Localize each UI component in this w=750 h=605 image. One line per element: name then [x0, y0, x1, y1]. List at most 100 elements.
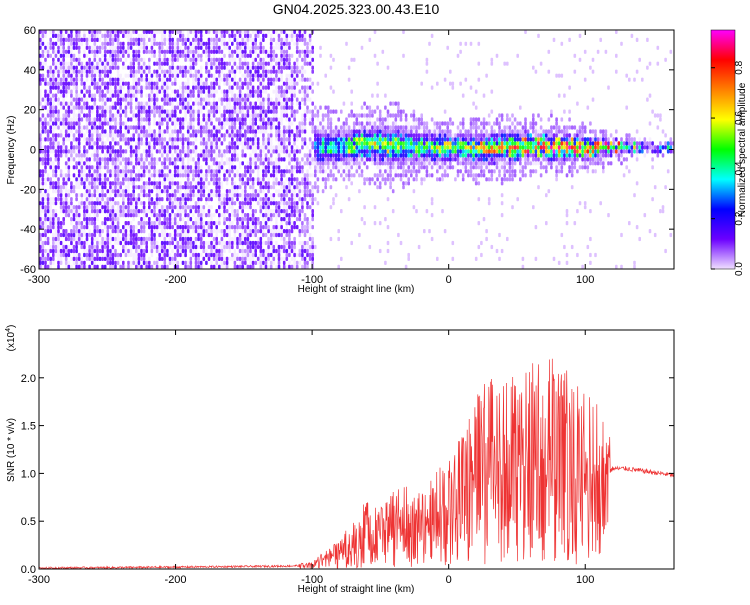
spectrogram-cell	[150, 77, 154, 82]
spectrogram-cell	[46, 81, 50, 86]
spectrogram-cell	[233, 57, 237, 62]
spectrogram-cell	[153, 209, 156, 214]
spectrogram-cell	[256, 129, 260, 134]
spectrogram-cell	[236, 173, 239, 178]
spectrogram-cell	[90, 217, 94, 222]
spectrogram-cell	[223, 117, 226, 122]
spectrogram-cell	[93, 221, 97, 226]
spectrogram-cell	[267, 109, 270, 114]
spectrogram-cell	[199, 37, 203, 42]
spectrogram-cell	[119, 256, 122, 261]
spectrogram-cell	[127, 145, 130, 150]
spectrogram-cell	[41, 33, 45, 38]
spectrogram-cell	[96, 157, 99, 162]
spectrogram-cell	[111, 165, 115, 170]
spectrogram-cell	[228, 77, 231, 82]
spectrogram-cell	[238, 69, 242, 74]
spectrogram-cell	[277, 213, 281, 218]
spectrogram-cell	[197, 113, 200, 118]
spectrogram-cell	[298, 133, 302, 138]
spectrogram-cell	[192, 53, 195, 58]
spectrogram-cell	[290, 30, 294, 34]
spectrogram-cell	[298, 30, 302, 34]
spectrogram-cell	[67, 193, 71, 198]
spectrogram-cell	[256, 217, 260, 222]
spectrogram-cell	[176, 133, 180, 138]
spectrogram-cell	[215, 161, 218, 166]
spectrogram-cell	[101, 229, 104, 234]
spectrogram-cell	[75, 89, 78, 94]
spectrogram-cell	[98, 161, 102, 166]
spectrogram-cell	[238, 97, 242, 102]
spectrogram-cell	[308, 97, 312, 102]
spectrogram-cell	[202, 248, 206, 254]
spectrogram-cell	[101, 121, 104, 126]
spectrogram-cell	[176, 89, 180, 94]
spectrogram-cell	[103, 240, 107, 246]
spectrogram-cell	[77, 49, 81, 54]
spectrogram-cell	[111, 137, 115, 142]
spectrogram-cell	[269, 232, 273, 238]
spectrogram-cell	[93, 213, 97, 218]
spectrogram-cell	[116, 169, 120, 174]
spectrogram-cell	[282, 181, 286, 186]
spectrogram-cell	[64, 125, 68, 130]
spectrogram-cell	[246, 81, 250, 86]
spectrogram-cell	[288, 53, 291, 58]
spectrogram-cell	[111, 213, 115, 218]
spectrogram-cell	[153, 157, 156, 162]
spectrogram-cell	[194, 57, 198, 62]
spectrogram-cell	[54, 181, 58, 186]
spectrogram-cell	[233, 117, 237, 122]
spectrogram-cell	[186, 173, 190, 178]
spectrogram-cell	[220, 121, 224, 126]
spectrogram-cell	[194, 260, 198, 265]
spectrogram-cell	[311, 240, 314, 246]
spectrogram-cell	[197, 101, 200, 106]
spectrogram-cell	[179, 121, 182, 126]
spectrogram-cell	[238, 264, 242, 269]
spectrogram-cell	[301, 113, 304, 118]
spectrogram-cell	[303, 129, 307, 134]
spectrogram-cell	[280, 169, 283, 174]
spectrogram-cell	[311, 141, 314, 146]
spectrogram-cell	[122, 232, 125, 238]
spectrogram-cell	[83, 97, 86, 102]
spectrogram-cell	[64, 236, 68, 242]
spectrogram-cell	[145, 141, 148, 146]
spectrogram-cell	[205, 93, 208, 98]
spectrogram-cell	[207, 149, 211, 154]
spectrogram-cell	[46, 101, 50, 106]
spectrogram-cell	[298, 252, 302, 258]
spectrogram-cell	[145, 157, 148, 162]
spectrogram-cell	[197, 161, 200, 166]
spectrogram-cell	[114, 181, 117, 186]
spectrogram-cell	[124, 149, 128, 154]
spectrogram-cell	[241, 45, 244, 50]
spectrogram-cell	[137, 49, 141, 54]
spectrogram-cell	[254, 197, 257, 202]
spectrogram-cell	[168, 85, 172, 90]
spectrogram-cell	[298, 240, 302, 246]
spectrogram-cell	[246, 30, 250, 34]
spectrogram-cell	[109, 240, 112, 246]
spectrogram-cell	[207, 221, 211, 226]
spectrogram-cell	[259, 213, 263, 218]
spectrogram-cell	[218, 213, 221, 218]
spectrogram-cell	[293, 77, 296, 82]
spectrogram-cell	[41, 221, 45, 226]
spectrogram-cell	[49, 73, 52, 78]
spectrogram-cell	[132, 205, 135, 210]
spectrogram-cell	[285, 177, 289, 182]
spectrogram-cell	[59, 133, 63, 138]
spectrogram-cell	[184, 165, 187, 170]
spectrogram-cell	[75, 213, 78, 218]
spectrogram-cell	[163, 177, 167, 182]
spectrogram-cell	[88, 181, 91, 186]
spectrogram-cell	[275, 85, 278, 90]
spectrogram-cell	[186, 89, 190, 94]
spectrogram-cell	[85, 85, 89, 90]
spectrogram-cell	[173, 221, 177, 226]
spectrogram-cell	[277, 157, 281, 162]
spectrogram-cell	[259, 221, 263, 226]
